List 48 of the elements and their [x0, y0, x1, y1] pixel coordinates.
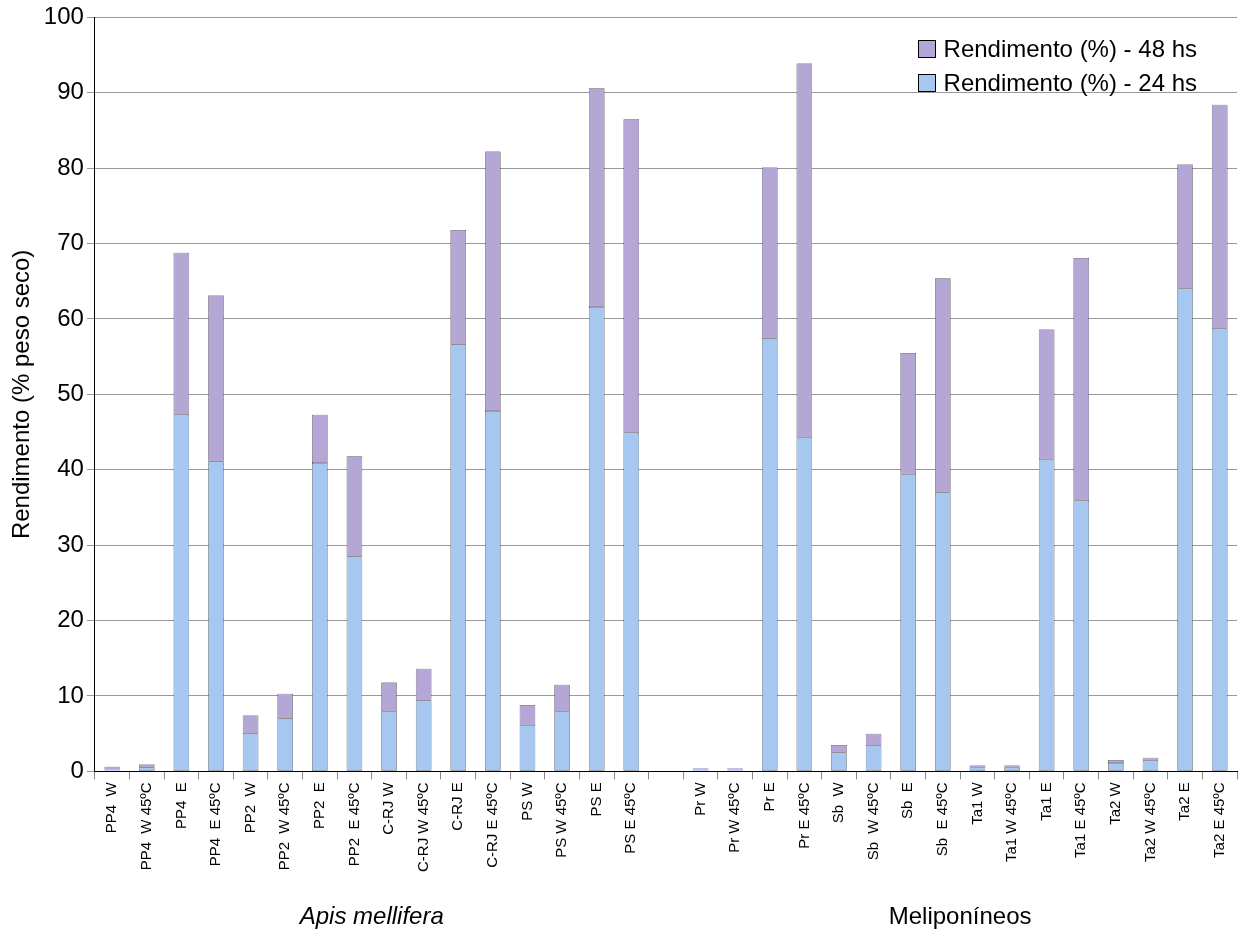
y-tick-label: 90: [57, 77, 84, 105]
x-tick-label: PP4 W: [102, 781, 120, 834]
x-tick-label: Sb W: [829, 781, 847, 824]
x-tick-label: Pr W: [690, 781, 708, 816]
legend-label: Rendimento (%) - 48 hs: [943, 35, 1197, 64]
x-tick-label: Ta2 E: [1175, 782, 1193, 821]
x-tick-label: PS E: [586, 782, 604, 817]
y-axis-title: Rendimento (% peso seco): [7, 249, 35, 540]
y-tick-label: 60: [57, 303, 84, 331]
x-tick-label: Ta1 E: [1036, 782, 1054, 821]
x-tick-label: Ta2 E 45ºC: [1209, 782, 1227, 858]
x-tick-label: PS W 45ºC: [552, 782, 570, 858]
x-tick-label: C-RJ W 45ºC: [413, 782, 431, 873]
x-tick-label: Pr E: [759, 782, 777, 812]
x-tick-label: Ta1 E 45ºC: [1071, 782, 1089, 858]
x-tick-label: PP2 E 45ºC: [344, 782, 362, 867]
y-tick-label: 70: [57, 228, 84, 256]
x-tick-label: C-RJ E 45ºC: [483, 782, 501, 868]
text: Meliponíneos: [888, 901, 1032, 929]
x-tick-label: Pr W 45ºC: [725, 782, 743, 853]
x-tick-label: PS W: [517, 781, 535, 821]
x-tick-label: Ta1 W: [967, 781, 985, 825]
y-tick-label: 10: [57, 680, 84, 708]
x-tick-label: PP4 E: [171, 782, 189, 830]
legend-label: Rendimento (%) - 24 hs: [943, 69, 1197, 98]
x-tick-label: Sb W 45ºC: [863, 782, 881, 861]
x-tick-label: PP2 E: [309, 782, 327, 830]
x-tick-label: PP4 W 45ºC: [136, 782, 154, 871]
y-tick-label: 40: [57, 454, 84, 482]
x-tick-label: PS E 45ºC: [621, 782, 639, 854]
y-tick-label: 20: [57, 605, 84, 633]
x-tick-label: Ta2 W: [1106, 781, 1123, 825]
text: Apis mellifera: [297, 901, 444, 929]
x-tick-label: C-RJ E: [448, 782, 466, 831]
x-tick-label: Ta2 W 45ºC: [1140, 782, 1158, 863]
y-tick-label: 0: [70, 755, 84, 783]
x-tick-label: PP2 W: [240, 781, 258, 834]
x-tick-label: Sb E 45ºC: [932, 782, 950, 857]
x-tick-label: PP4 E 45ºC: [206, 782, 224, 867]
y-tick-label: 30: [57, 529, 84, 557]
x-tick-label: Ta1 W 45ºC: [1002, 782, 1020, 863]
y-tick-label: 50: [57, 379, 84, 406]
y-tick-label: 80: [57, 152, 84, 180]
x-tick-label: Pr E 45ºC: [794, 782, 812, 849]
x-tick-label: Sb E: [898, 782, 916, 820]
x-tick-label: PP2 W 45ºC: [275, 782, 293, 871]
x-tick-label: C-RJ W: [379, 781, 397, 835]
y-tick-label: 100: [43, 2, 84, 30]
